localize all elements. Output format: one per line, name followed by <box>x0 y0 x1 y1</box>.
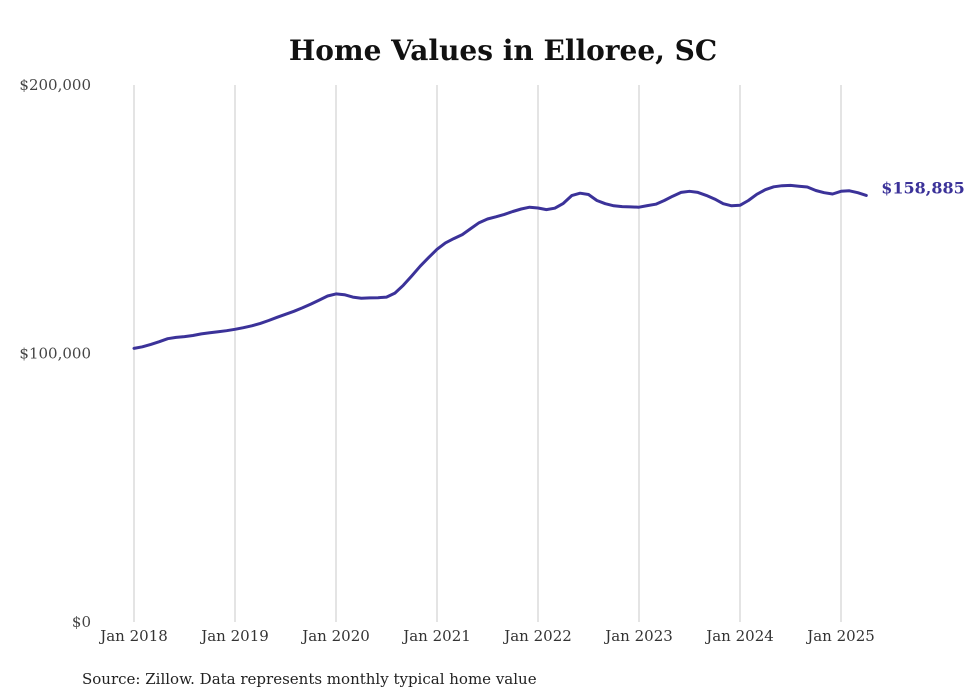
grid-lines <box>133 85 842 622</box>
y-tick-label: $200,000 <box>19 76 91 94</box>
x-tick-label: Jan 2022 <box>502 627 572 645</box>
x-tick-label: Jan 2021 <box>401 627 471 645</box>
y-axis-ticks: $200,000 $100,000 $0 <box>19 76 91 631</box>
x-tick-label: Jan 2020 <box>300 627 370 645</box>
x-tick-label: Jan 2025 <box>805 627 875 645</box>
x-axis-ticks: Jan 2018 Jan 2019 Jan 2020 Jan 2021 Jan 2022… <box>98 627 875 645</box>
x-tick-label: Jan 2023 <box>603 627 673 645</box>
y-tick-label: $100,000 <box>19 345 91 363</box>
source-note: Source: Zillow. Data represents monthly … <box>82 670 537 688</box>
series-line <box>132 183 868 350</box>
end-value-label: $158,885 <box>881 178 965 197</box>
y-tick-label: $0 <box>72 613 91 631</box>
x-tick-label: Jan 2019 <box>199 627 269 645</box>
x-tick-label: Jan 2018 <box>98 627 168 645</box>
x-tick-label: Jan 2024 <box>704 627 774 645</box>
chart-title: Home Values in Elloree, SC <box>289 34 717 67</box>
